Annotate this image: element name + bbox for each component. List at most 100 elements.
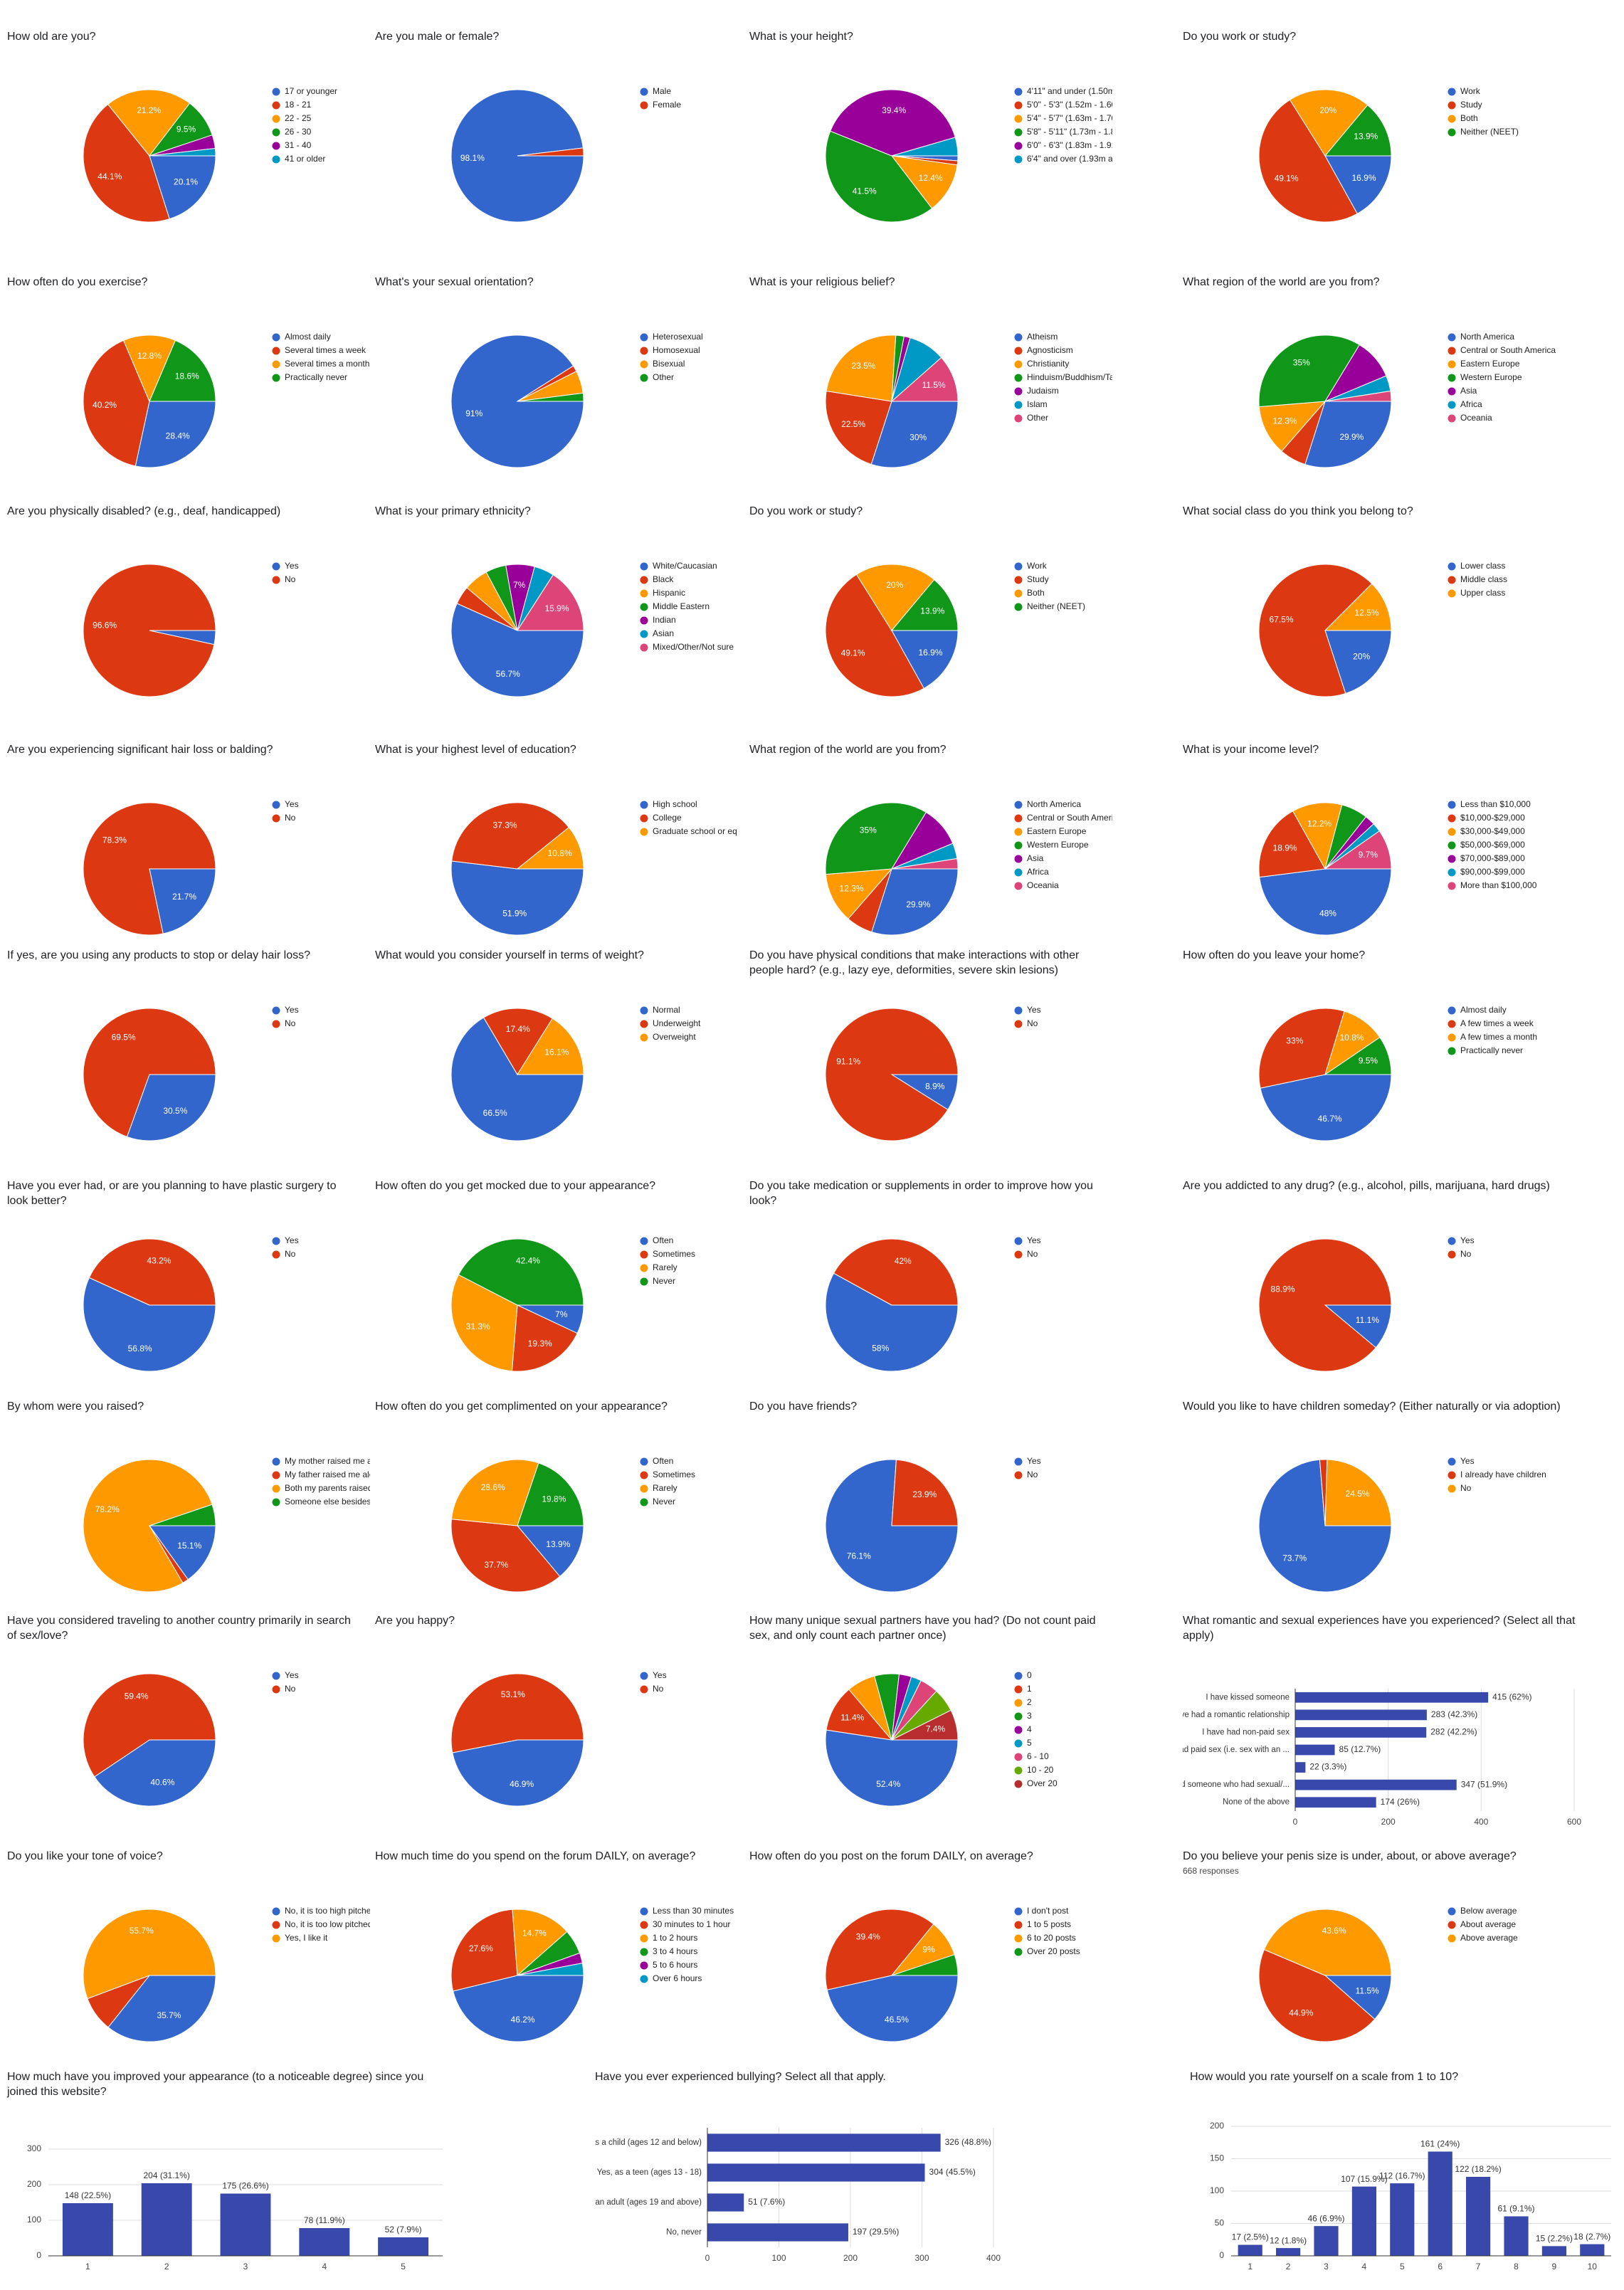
chart: 7% 19.3% 31.3% 42.4% Often Sometimes Rarely Nev… (450, 1235, 695, 1372)
pie-slice (825, 1272, 959, 1372)
chart-panel: 58% 42% Yes No Do you take medication or sup… (749, 1178, 1112, 1392)
chart-title: What is your primary ethnicity? (375, 505, 531, 517)
legend-label: 5'8" - 5'11" (1.73m - 1.80m) (1027, 127, 1112, 137)
pie-slice (855, 564, 935, 631)
legend-swatch (272, 347, 280, 355)
slice-label: 24.5% (1345, 1489, 1369, 1499)
legend-label: White/Caucasian (653, 561, 717, 571)
legend-swatch (1014, 128, 1023, 137)
x-tick-label: 3 (243, 2262, 248, 2271)
bar (1466, 2176, 1491, 2256)
legend-label: Yes (285, 1670, 299, 1680)
chart-title: How much time do you spend on the forum … (375, 1850, 696, 1862)
slice-label: 12.4% (919, 173, 943, 183)
legend-label: Female (653, 100, 681, 110)
legend-swatch (1014, 603, 1023, 611)
legend-label: Work (1460, 86, 1481, 96)
legend-label: Asian (653, 628, 674, 638)
slice-label: 46.2% (511, 2015, 535, 2025)
y-tick-label: 100 (27, 2215, 41, 2225)
legend-label: No (285, 1684, 296, 1694)
bar (1238, 2244, 1262, 2256)
legend-swatch (640, 814, 648, 823)
legend-swatch (640, 1672, 648, 1680)
legend-label: Study (1460, 100, 1482, 110)
legend-label: Male (653, 86, 671, 96)
pie-slice (890, 155, 958, 209)
legend-label: I already have children (1460, 1469, 1546, 1479)
slice-label: 49.1% (1275, 173, 1299, 183)
chart-title: Would you like to have children someday?… (1183, 1400, 1561, 1413)
bar (378, 2237, 429, 2256)
chart-panel: 28.4% 40.2% 12.8% 18.6% Almost daily Several … (7, 275, 370, 488)
chart: 12.4% 41.5% 39.4% 4'11" and under (1.50m an… (825, 86, 1112, 223)
chart: 52.4% 11.4% 7.4% 0 1 2 3 4 5 6 - 10 10 - 20 Over 20 (825, 1670, 1058, 1807)
chart: 96.6% Yes No (83, 561, 299, 697)
legend-label: No (1027, 1018, 1038, 1028)
legend-label: Yes (1460, 1235, 1475, 1245)
legend-label: Central or South America (1027, 813, 1112, 823)
legend-swatch (1014, 1753, 1023, 1761)
slice-label: 18.6% (175, 371, 199, 381)
legend-swatch (272, 814, 280, 823)
legend-label: Indian (653, 615, 676, 625)
chart-title: How often do you get mocked due to your … (375, 1180, 656, 1192)
legend-swatch (272, 1934, 280, 1943)
slice-label: 39.4% (882, 105, 906, 115)
pie-slice (1324, 390, 1392, 402)
slice-label: 44.1% (97, 172, 122, 181)
x-tick-label: 0 (1293, 1817, 1298, 1827)
bar (1580, 2244, 1605, 2256)
legend-swatch (1014, 1006, 1023, 1015)
legend-swatch (272, 1471, 280, 1479)
legend-label: 6'4" and over (1.93m and over) (1027, 154, 1112, 164)
pie-slice (126, 1074, 216, 1141)
slice-label: 43.6% (1322, 1926, 1346, 1936)
legend-label: High school (653, 799, 697, 809)
legend-swatch (272, 155, 280, 164)
bar (1295, 1744, 1335, 1756)
bar-value-label: 78 (11.9%) (304, 2215, 345, 2225)
chart: 20% 67.5% 12.5% Lower class Middle class Uppe… (1258, 561, 1507, 697)
bar (1295, 1797, 1376, 1808)
legend-label: Yes (1027, 1235, 1041, 1245)
legend-label: Yes (1460, 1456, 1475, 1466)
pie-slice (517, 1962, 584, 1976)
legend-label: No (285, 1249, 296, 1259)
chart-panel: 21.7% 78.3% Yes No Are you experiencing sign… (7, 742, 370, 956)
chart-title: How often do you exercise? (7, 276, 148, 288)
pie-slice (149, 147, 216, 157)
slice-label: 46.9% (510, 1779, 534, 1789)
pie-slice (149, 1504, 216, 1526)
slice-label: 13.9% (546, 1539, 570, 1549)
pie-slice (1258, 811, 1326, 878)
pie-slice (450, 1909, 518, 1992)
chart-panel: 0 50 100 150 200 17 (2.5%) 1 12 (1.8%) 2 46 (6.9%… (1190, 2069, 1617, 2283)
legend-label: Above average (1460, 1933, 1518, 1943)
legend-label: Over 20 posts (1027, 1946, 1080, 1956)
slice-label: 21.2% (137, 105, 161, 115)
bar-value-label: 283 (42.3%) (1431, 1709, 1477, 1719)
x-tick-label: 10 (1588, 2262, 1598, 2271)
legend-swatch (1448, 360, 1456, 369)
legend-swatch (1448, 387, 1456, 396)
slice-label: 35.7% (157, 2010, 181, 2020)
bar-value-label: 197 (29.5%) (853, 2227, 899, 2237)
chart-panel: 20.1% 44.1% 21.2% 9.5% 17 or younger 18 - 21 2… (7, 29, 370, 243)
legend-swatch (1014, 88, 1023, 96)
legend-swatch (1448, 1250, 1456, 1259)
slice-label: 12.5% (1354, 608, 1378, 618)
chart: 76.1% 23.9% Yes No (825, 1456, 1041, 1593)
legend-label: 5 (1027, 1738, 1032, 1748)
slice-label: 29.9% (1339, 432, 1364, 442)
legend-label: Both (1027, 588, 1045, 598)
bar-value-label: 61 (9.1%) (1497, 2204, 1534, 2214)
legend-label: 17 or younger (285, 86, 337, 96)
legend-label: 22 - 25 (285, 113, 312, 123)
slice-label: 67.5% (1269, 614, 1293, 624)
legend-label: Both my parents raised me (285, 1483, 370, 1493)
slice-label: 35% (860, 825, 877, 835)
legend-swatch (1014, 142, 1023, 150)
slice-label: 40.2% (93, 400, 117, 410)
legend-label: My mother raised me alone (285, 1456, 370, 1466)
